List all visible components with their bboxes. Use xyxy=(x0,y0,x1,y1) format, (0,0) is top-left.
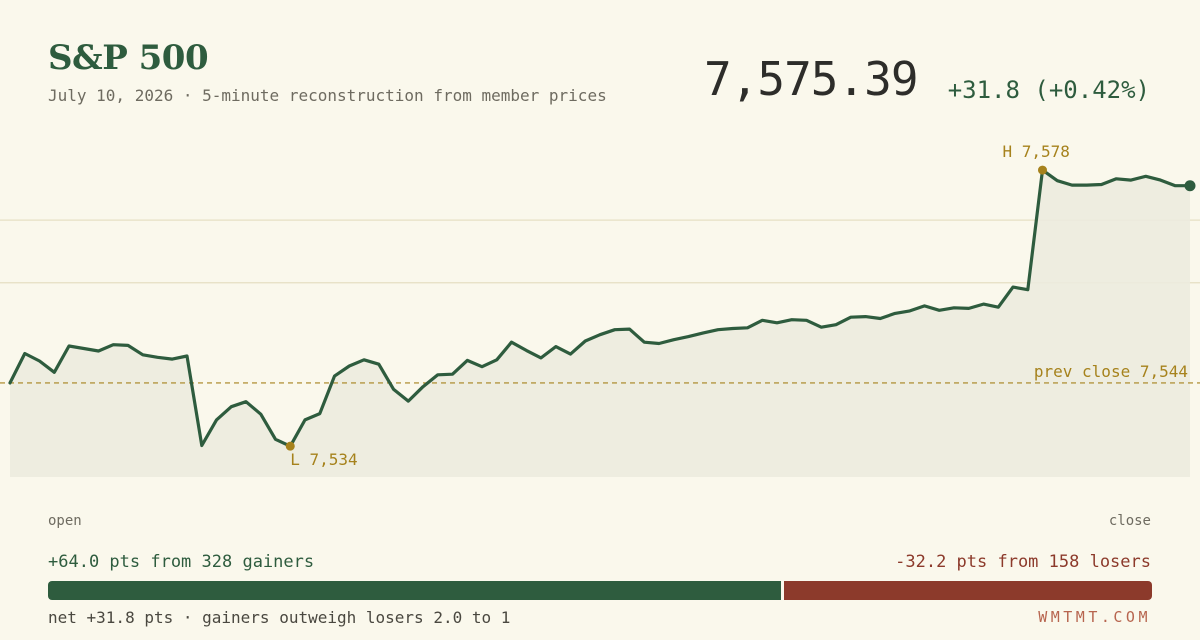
current-price: 7,575.39 xyxy=(704,52,919,106)
breadth-bar xyxy=(48,581,1152,600)
losers-summary: -32.2 pts from 158 losers xyxy=(895,552,1151,572)
x-label-open: open xyxy=(48,513,82,529)
losers-bar xyxy=(783,581,1152,600)
low-label: L 7,534 xyxy=(290,450,357,469)
chart-subtitle: July 10, 2026 · 5-minute reconstruction … xyxy=(48,86,607,105)
x-label-close: close xyxy=(1108,513,1151,529)
high-label: H 7,578 xyxy=(1003,142,1070,161)
gainers-summary: +64.0 pts from 328 gainers xyxy=(48,552,315,572)
area-fill xyxy=(10,170,1190,477)
high-marker xyxy=(1038,165,1047,175)
brand-logo[interactable]: WMTMT.COM xyxy=(1038,608,1151,626)
low-marker xyxy=(285,441,295,451)
prev-close-label: prev close 7,544 xyxy=(1034,362,1188,381)
last-price-dot xyxy=(1184,180,1196,192)
net-summary: net +31.8 pts · gainers outweigh losers … xyxy=(48,608,511,627)
index-title: S&P 500 xyxy=(48,38,209,78)
price-line xyxy=(8,168,1192,448)
price-change: +31.8 (+0.42%) xyxy=(947,76,1150,104)
intraday-line-chart: prev close 7,544 H 7,578 L 7,534 xyxy=(0,142,1200,477)
gainers-bar xyxy=(48,581,781,600)
